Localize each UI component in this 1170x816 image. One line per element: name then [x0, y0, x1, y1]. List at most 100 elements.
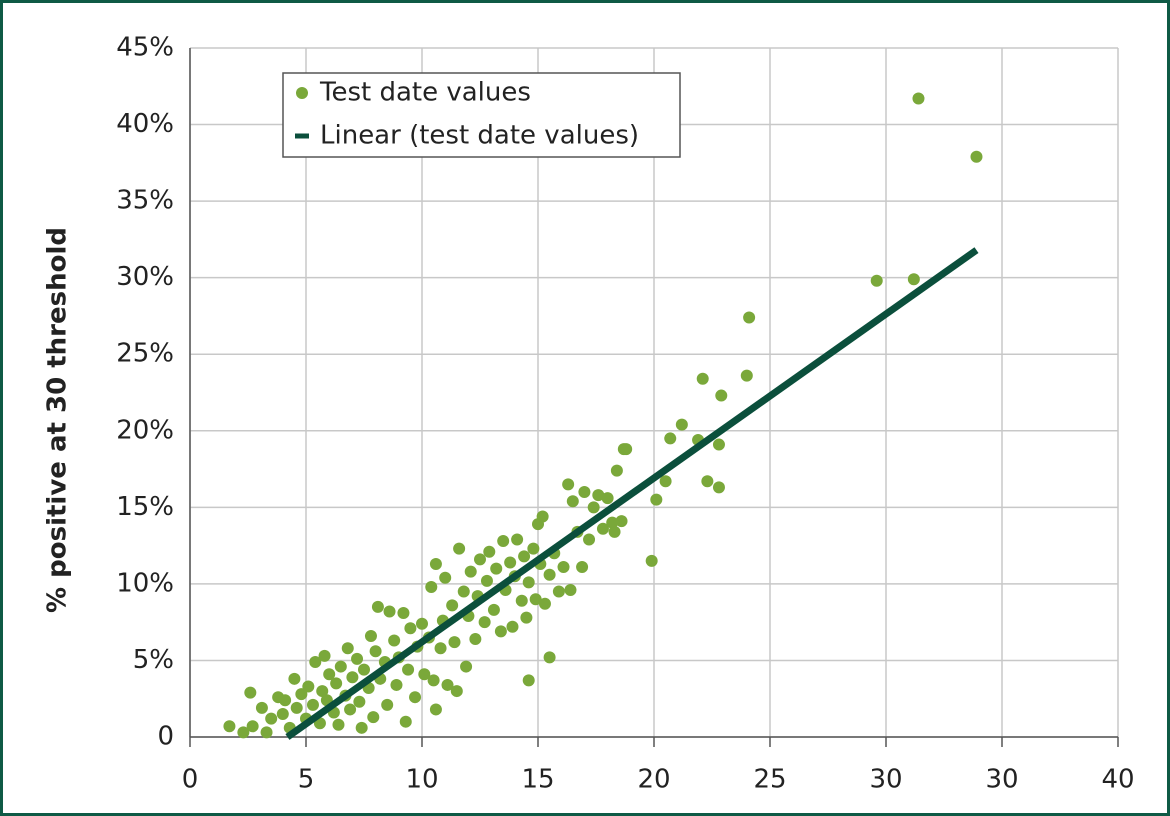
x-tick-label: 40: [1101, 765, 1134, 795]
data-point: [429, 557, 442, 570]
data-point: [538, 597, 551, 610]
x-tick-label: 25: [753, 765, 786, 795]
legend-label: Linear (test date values): [320, 121, 639, 151]
data-point: [402, 663, 415, 676]
data-point: [587, 501, 600, 514]
y-tick-label: 25%: [116, 339, 174, 369]
data-point: [912, 92, 925, 105]
data-point: [397, 606, 410, 619]
data-point: [487, 603, 500, 616]
data-point: [712, 481, 725, 494]
x-tick-label: 0: [182, 765, 199, 795]
data-point: [743, 311, 756, 324]
data-point: [543, 568, 556, 581]
data-point: [907, 273, 920, 286]
x-tick-label: 10: [405, 765, 438, 795]
data-point: [557, 561, 570, 574]
data-point: [478, 616, 491, 629]
data-point: [381, 698, 394, 711]
data-point: [696, 372, 709, 385]
data-point: [364, 629, 377, 642]
data-point: [344, 703, 357, 716]
data-point: [265, 712, 278, 725]
data-point: [620, 443, 633, 456]
data-point: [223, 720, 236, 733]
x-tick-label: 30: [869, 765, 902, 795]
data-point: [675, 418, 688, 431]
data-point: [351, 652, 364, 665]
data-point: [460, 660, 473, 673]
data-point: [453, 542, 466, 555]
data-point: [490, 562, 503, 575]
data-point: [341, 642, 354, 655]
y-tick-label: 35%: [116, 186, 174, 216]
data-point: [578, 486, 591, 499]
data-point: [441, 678, 454, 691]
data-point: [970, 150, 983, 163]
data-point: [520, 611, 533, 624]
data-point: [497, 535, 510, 548]
data-point: [302, 680, 315, 693]
data-point: [429, 703, 442, 716]
data-point: [279, 694, 292, 707]
data-point: [601, 492, 614, 505]
y-tick-label: 30%: [116, 262, 174, 292]
data-point: [515, 594, 528, 607]
data-point: [369, 645, 382, 658]
data-point: [353, 695, 366, 708]
y-tick-label: 40%: [116, 109, 174, 139]
data-point: [457, 585, 470, 598]
data-point: [522, 576, 535, 589]
data-point: [536, 510, 549, 523]
data-point: [483, 545, 496, 558]
data-point: [518, 550, 531, 563]
data-point: [416, 617, 428, 630]
data-point: [260, 726, 273, 739]
data-point: [870, 274, 883, 287]
data-point: [740, 369, 753, 382]
data-point: [469, 633, 482, 646]
data-point: [701, 475, 714, 488]
legend-box: [282, 72, 681, 158]
data-point: [318, 649, 331, 662]
data-point: [309, 655, 322, 668]
data-point: [355, 721, 368, 734]
data-point: [596, 522, 609, 535]
data-point: [371, 600, 384, 613]
data-point: [480, 574, 493, 587]
data-point: [418, 668, 431, 681]
data-point: [474, 553, 486, 566]
data-point: [388, 634, 401, 647]
data-point: [288, 672, 301, 685]
data-point: [522, 674, 535, 687]
data-point: [645, 554, 658, 567]
legend-label: Test date values: [319, 78, 531, 108]
data-point: [434, 642, 447, 655]
data-point: [450, 685, 463, 698]
y-tick-label: 10%: [116, 568, 174, 598]
data-point: [608, 525, 621, 538]
data-point: [543, 651, 556, 664]
data-point: [439, 571, 452, 584]
legend-marker: [296, 87, 308, 99]
data-point: [511, 533, 524, 546]
data-point: [399, 715, 412, 728]
data-point: [276, 708, 289, 721]
y-tick-label: 0: [157, 722, 174, 752]
data-point: [529, 593, 542, 606]
data-point: [306, 698, 319, 711]
data-point: [404, 622, 417, 635]
data-point: [383, 605, 396, 618]
data-point: [237, 726, 250, 739]
data-point: [712, 438, 725, 451]
data-point: [464, 565, 477, 578]
y-axis-label: % positive at 30 threshold: [43, 227, 73, 613]
data-point: [358, 663, 370, 676]
data-point: [425, 580, 438, 593]
data-point: [332, 718, 345, 731]
data-point: [446, 599, 459, 612]
y-tick-label: 45%: [116, 33, 174, 63]
data-point: [566, 495, 579, 508]
data-point: [334, 660, 347, 673]
